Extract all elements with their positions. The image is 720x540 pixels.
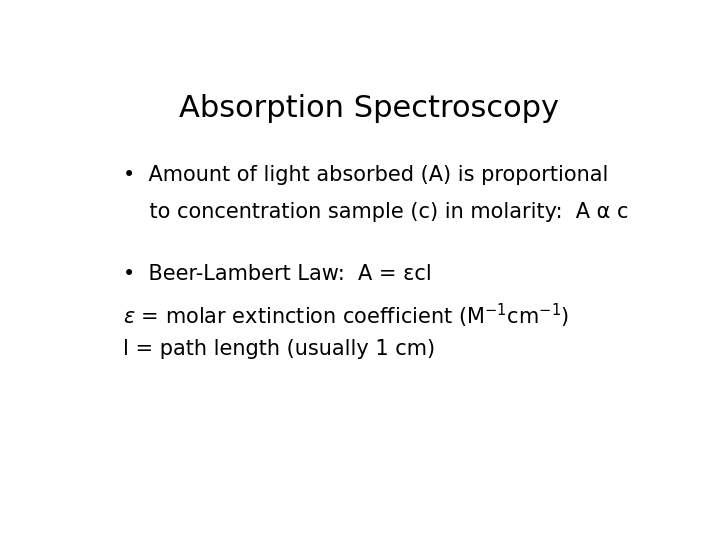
Text: Absorption Spectroscopy: Absorption Spectroscopy	[179, 94, 559, 123]
Text: to concentration sample (c) in molarity:  A α c: to concentration sample (c) in molarity:…	[124, 202, 629, 222]
Text: •  Amount of light absorbed (A) is proportional: • Amount of light absorbed (A) is propor…	[124, 165, 609, 185]
Text: l = path length (usually 1 cm): l = path length (usually 1 cm)	[124, 339, 436, 359]
Text: •  Beer-Lambert Law:  A = εcl: • Beer-Lambert Law: A = εcl	[124, 265, 432, 285]
Text: $\varepsilon$ = molar extinction coefficient (M$^{-1}$cm$^{-1}$): $\varepsilon$ = molar extinction coeffic…	[124, 302, 570, 330]
